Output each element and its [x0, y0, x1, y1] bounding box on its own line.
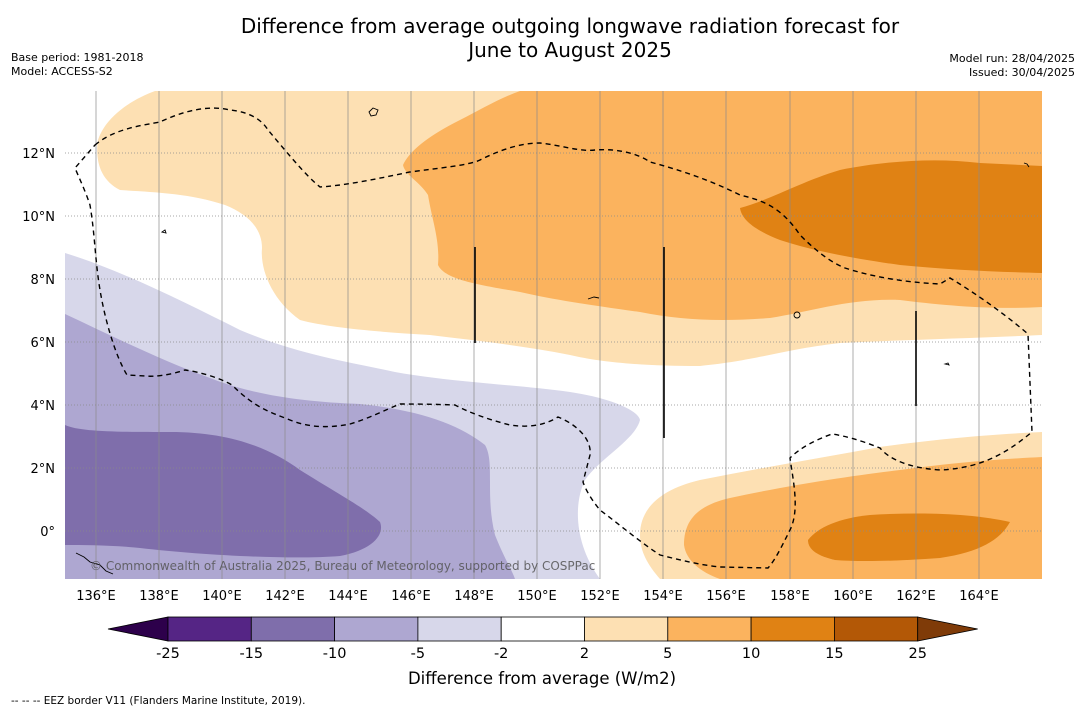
- y-tick-label: 0°: [40, 525, 55, 540]
- x-tick-label: 156°E: [706, 589, 746, 604]
- colorbar-segment: [750, 616, 835, 642]
- eez-footnote: -- -- -- EEZ border V11 (Flanders Marine…: [11, 695, 306, 707]
- colorbar-segment: [167, 616, 252, 642]
- x-tick-label: 152°E: [580, 589, 620, 604]
- colorbar-tick-label: 25: [908, 646, 926, 662]
- gridlines: [65, 91, 1042, 579]
- y-tick-label: 6°N: [31, 336, 56, 351]
- x-tick-label: 146°E: [391, 589, 431, 604]
- island-outlines: [75, 107, 1030, 575]
- y-tick-label: 10°N: [22, 210, 55, 225]
- eez-border: [74, 107, 1033, 569]
- x-tick-label: 162°E: [896, 589, 936, 604]
- x-tick-label: 158°E: [770, 589, 810, 604]
- y-tick-label: 12°N: [22, 147, 55, 162]
- colorbar-tick-label: 5: [663, 646, 672, 662]
- colorbar-tick-label: -10: [323, 646, 347, 662]
- colorbar-tick-label: 15: [825, 646, 843, 662]
- x-tick-label: 136°E: [76, 589, 116, 604]
- colorbar: -25 -15 -10 -5 -2 2 5 10 15 25: [107, 616, 978, 662]
- title-line-2: June to August 2025: [468, 38, 672, 62]
- anomaly-area-minus10-to-minus15: [65, 425, 382, 558]
- anomaly-area-5-to-10-north: [403, 91, 1042, 320]
- island-outline: [943, 362, 950, 366]
- y-axis-labels: 12°N 10°N 8°N 6°N 4°N 2°N 0°: [22, 147, 55, 540]
- colorbar-tick-label: -5: [411, 646, 425, 662]
- colorbar-tick-label: 10: [742, 646, 760, 662]
- y-tick-label: 8°N: [31, 273, 56, 288]
- island-outline: [368, 107, 379, 117]
- colorbar-segment: [667, 616, 752, 642]
- x-axis-labels: 136°E 138°E 140°E 142°E 144°E 146°E 148°E 150°E…: [76, 589, 999, 604]
- island-outline: [1023, 162, 1030, 168]
- colorbar-title: Difference from average (W/m2): [408, 669, 676, 688]
- x-tick-label: 150°E: [517, 589, 557, 604]
- x-tick-label: 138°E: [139, 589, 179, 604]
- colorbar-tick-label: -2: [494, 646, 508, 662]
- x-tick-label: 164°E: [959, 589, 999, 604]
- anomaly-area-10-to-15-south: [808, 513, 1010, 562]
- y-tick-label: 4°N: [31, 399, 56, 414]
- x-tick-label: 144°E: [328, 589, 368, 604]
- colorbar-segment: [250, 616, 336, 642]
- x-tick-label: 142°E: [265, 589, 305, 604]
- colorbar-segment: [500, 616, 585, 642]
- colorbar-segment: [834, 616, 919, 642]
- anomaly-area-10-to-15-north: [740, 160, 1042, 273]
- title-line-1: Difference from average outgoing longwav…: [240, 14, 900, 38]
- colorbar-tick-label: -25: [156, 646, 180, 662]
- colorbar-tick-label: -15: [239, 646, 263, 662]
- island-outline: [75, 552, 114, 575]
- colorbar-segment: [334, 616, 419, 642]
- issued-text: Issued: 30/04/2025: [968, 66, 1075, 79]
- x-tick-label: 160°E: [833, 589, 873, 604]
- model-run-info: Model run: 28/04/2025 Issued: 30/04/2025: [949, 52, 1075, 80]
- model-run-text: Model run: 28/04/2025: [949, 52, 1075, 65]
- colorbar-under-arrow: [107, 616, 169, 642]
- model-text: Model: ACCESS-S2: [11, 65, 113, 78]
- colorbar-segment: [417, 616, 502, 642]
- copyright-watermark: © Commonwealth of Australia 2025, Bureau…: [90, 559, 595, 573]
- colorbar-segment: [584, 616, 669, 642]
- map-title: Difference from average outgoing longwav…: [170, 14, 970, 62]
- x-tick-label: 154°E: [643, 589, 683, 604]
- x-tick-label: 148°E: [454, 589, 494, 604]
- island-outline: [160, 229, 167, 234]
- colorbar-over-arrow: [917, 616, 978, 642]
- island-outline: [587, 296, 600, 300]
- x-tick-label: 140°E: [202, 589, 242, 604]
- anomaly-fields: © Commonwealth of Australia 2025, Bureau…: [65, 91, 1042, 579]
- base-period-info: Base period: 1981-2018 Model: ACCESS-S2: [11, 51, 143, 79]
- colorbar-tick-label: 2: [580, 646, 589, 662]
- base-period-text: Base period: 1981-2018: [11, 51, 144, 64]
- y-tick-label: 2°N: [31, 462, 56, 477]
- island-outline: [793, 311, 801, 319]
